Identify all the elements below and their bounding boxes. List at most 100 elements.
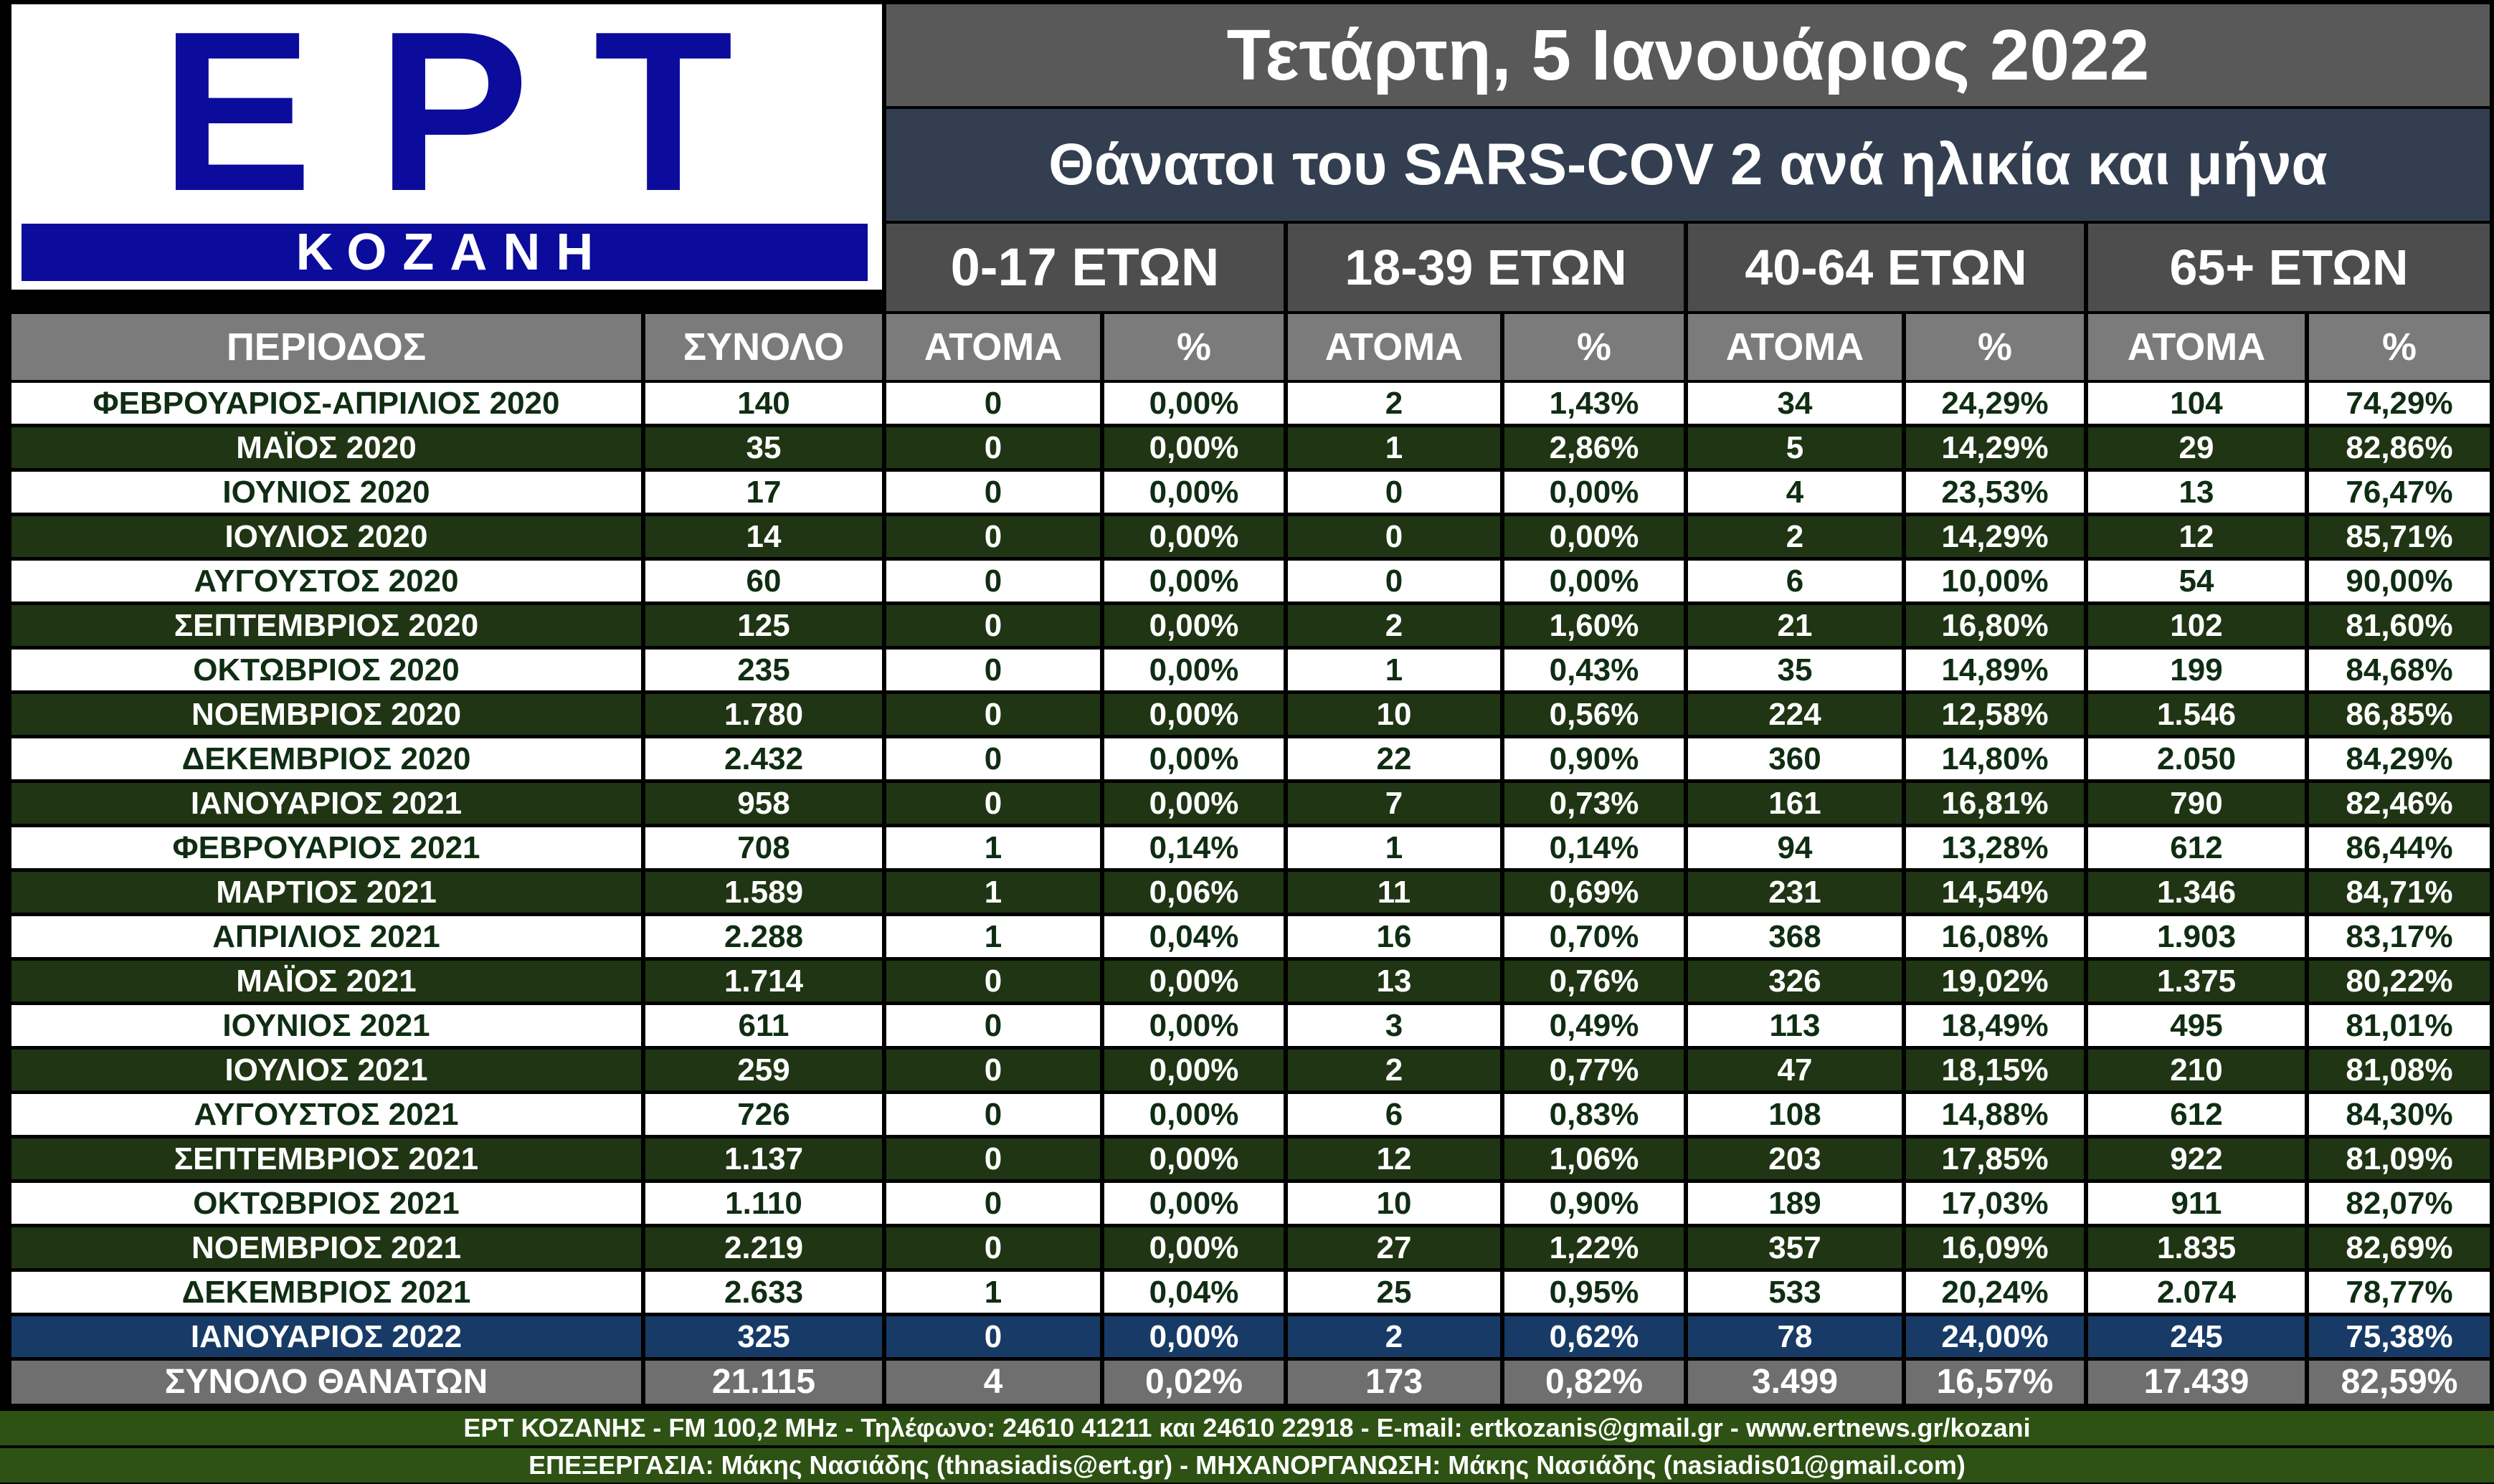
value-cell: 0,00% <box>1104 1227 1284 1268</box>
value-cell: 0,14% <box>1104 827 1284 868</box>
value-cell: 2,86% <box>1504 427 1684 468</box>
value-cell: 0,62% <box>1504 1316 1684 1357</box>
value-cell: 161 <box>1688 783 1902 824</box>
value-cell: 0,00% <box>1104 472 1284 513</box>
value-cell: 210 <box>2088 1050 2305 1090</box>
table-row: ΙΑΝΟΥΑΡΙΟΣ 2022 325 0 0,00% 2 0,62% 78 24,00% 24… <box>0 1316 2494 1361</box>
value-cell: 611 <box>645 1005 882 1046</box>
value-cell: 20,24% <box>1906 1272 2084 1313</box>
table-row: ΙΟΥΝΙΟΣ 2021 611 0 0,00% 3 0,49% 113 18,49% 495 8… <box>0 1005 2494 1050</box>
value-cell: 4 <box>886 1361 1100 1404</box>
value-cell: 2.288 <box>645 916 882 957</box>
period-cell: ΝΟΕΜΒΡΙΟΣ 2020 <box>11 694 641 735</box>
value-cell: 2 <box>1288 605 1500 646</box>
value-cell: 82,69% <box>2309 1227 2490 1268</box>
value-cell: 14,80% <box>1906 738 2084 779</box>
value-cell: 35 <box>1688 650 1902 690</box>
value-cell: 84,30% <box>2309 1094 2490 1135</box>
value-cell: 612 <box>2088 827 2305 868</box>
table-row: ΦΕΒΡΟΥΑΡΙΟΣ-ΑΠΡΙΛΙΟΣ 2020 140 0 0,00% 2 1,43%… <box>0 383 2494 427</box>
value-cell: 1 <box>886 916 1100 957</box>
value-cell: 1.835 <box>2088 1227 2305 1268</box>
value-cell: 81,60% <box>2309 605 2490 646</box>
age-group-40-64: 40-64 ΕΤΩΝ <box>1688 224 2084 311</box>
value-cell: 82,07% <box>2309 1183 2490 1224</box>
value-cell: 0 <box>886 694 1100 735</box>
value-cell: 16,57% <box>1906 1361 2084 1404</box>
value-cell: 708 <box>645 827 882 868</box>
value-cell: 83,17% <box>2309 916 2490 957</box>
table-row: ΙΟΥΛΙΟΣ 2020 14 0 0,00% 0 0,00% 2 14,29% 12 85,71… <box>0 516 2494 561</box>
value-cell: 922 <box>2088 1138 2305 1179</box>
table-row: ΟΚΤΩΒΡΙΟΣ 2021 1.110 0 0,00% 10 0,90% 189 17,03… <box>0 1183 2494 1227</box>
value-cell: 1.589 <box>645 872 882 913</box>
value-cell: 27 <box>1288 1227 1500 1268</box>
value-cell: 0 <box>886 738 1100 779</box>
value-cell: 102 <box>2088 605 2305 646</box>
value-cell: 13,28% <box>1906 827 2084 868</box>
period-cell: ΔΕΚΕΜΒΡΙΟΣ 2020 <box>11 738 641 779</box>
period-cell: ΜΑΪΟΣ 2020 <box>11 427 641 468</box>
value-cell: 0,70% <box>1504 916 1684 957</box>
value-cell: 13 <box>1288 961 1500 1002</box>
period-cell: ΙΑΝΟΥΑΡΙΟΣ 2021 <box>11 783 641 824</box>
value-cell: 0,00% <box>1104 738 1284 779</box>
value-cell: 0 <box>886 783 1100 824</box>
value-cell: 18,15% <box>1906 1050 2084 1090</box>
value-cell: 357 <box>1688 1227 1902 1268</box>
value-cell: 0 <box>1288 516 1500 557</box>
value-cell: 790 <box>2088 783 2305 824</box>
value-cell: 0 <box>886 383 1100 424</box>
value-cell: 82,46% <box>2309 783 2490 824</box>
value-cell: 17.439 <box>2088 1361 2305 1404</box>
value-cell: 76,47% <box>2309 472 2490 513</box>
value-cell: 16,80% <box>1906 605 2084 646</box>
value-cell: 90,00% <box>2309 561 2490 601</box>
value-cell: 2.050 <box>2088 738 2305 779</box>
period-cell: ΜΑΡΤΙΟΣ 2021 <box>11 872 641 913</box>
value-cell: 0,56% <box>1504 694 1684 735</box>
table-row: ΑΥΓΟΥΣΤΟΣ 2020 60 0 0,00% 0 0,00% 6 10,00% 54 90,… <box>0 561 2494 605</box>
value-cell: 113 <box>1688 1005 1902 1046</box>
value-cell: 125 <box>645 605 882 646</box>
value-cell: 14,54% <box>1906 872 2084 913</box>
value-cell: 235 <box>645 650 882 690</box>
age-group-18-39: 18-39 ΕΤΩΝ <box>1288 224 1684 311</box>
value-cell: 16,81% <box>1906 783 2084 824</box>
value-cell: 16,09% <box>1906 1227 2084 1268</box>
table-row: ΔΕΚΕΜΒΡΙΟΣ 2020 2.432 0 0,00% 22 0,90% 360 14,8… <box>0 738 2494 783</box>
value-cell: 224 <box>1688 694 1902 735</box>
page-title: Θάνατοι του SARS-COV 2 ανά ηλικία και μή… <box>886 109 2490 221</box>
period-cell: ΣΕΠΤΕΜΒΡΙΟΣ 2020 <box>11 605 641 646</box>
value-cell: 24,00% <box>1906 1316 2084 1357</box>
period-cell: ΙΟΥΝΙΟΣ 2020 <box>11 472 641 513</box>
value-cell: 1 <box>886 1272 1100 1313</box>
value-cell: 22 <box>1288 738 1500 779</box>
value-cell: ΑΤΟΜΑ <box>1688 314 1902 380</box>
footer-contact: ΕΡΤ ΚΟΖΑΝΗΣ - FM 100,2 MHz - Τηλέφωνο: 2… <box>0 1411 2494 1445</box>
value-cell: 2.074 <box>2088 1272 2305 1313</box>
value-cell: ΑΤΟΜΑ <box>886 314 1100 380</box>
value-cell: 3.499 <box>1688 1361 1902 1404</box>
value-cell: 0,00% <box>1504 561 1684 601</box>
value-cell: % <box>2309 314 2490 380</box>
value-cell: 140 <box>645 383 882 424</box>
value-cell: 0,02% <box>1104 1361 1284 1404</box>
value-cell: 16,08% <box>1906 916 2084 957</box>
value-cell: 13 <box>2088 472 2305 513</box>
value-cell: 0,83% <box>1504 1094 1684 1135</box>
period-cell: ΙΟΥΝΙΟΣ 2021 <box>11 1005 641 1046</box>
value-cell: 0 <box>886 516 1100 557</box>
table-row: ΙΑΝΟΥΑΡΙΟΣ 2021 958 0 0,00% 7 0,73% 161 16,81% 7… <box>0 783 2494 827</box>
value-cell: 0 <box>886 1050 1100 1090</box>
value-cell: 10 <box>1288 694 1500 735</box>
table-row: ΣΕΠΤΕΜΒΡΙΟΣ 2021 1.137 0 0,00% 12 1,06% 203 17,… <box>0 1138 2494 1183</box>
age-group-65-plus: 65+ ΕΤΩΝ <box>2088 224 2490 311</box>
value-cell: 0,49% <box>1504 1005 1684 1046</box>
value-cell: 11 <box>1288 872 1500 913</box>
period-cell: ΦΕΒΡΟΥΑΡΙΟΣ-ΑΠΡΙΛΙΟΣ 2020 <box>11 383 641 424</box>
value-cell: 54 <box>2088 561 2305 601</box>
footer-credits: ΕΠΕΞΕΡΓΑΣΙΑ: Μάκης Νασιάδης (thnasiadis@… <box>0 1448 2494 1483</box>
value-cell: 0 <box>886 472 1100 513</box>
